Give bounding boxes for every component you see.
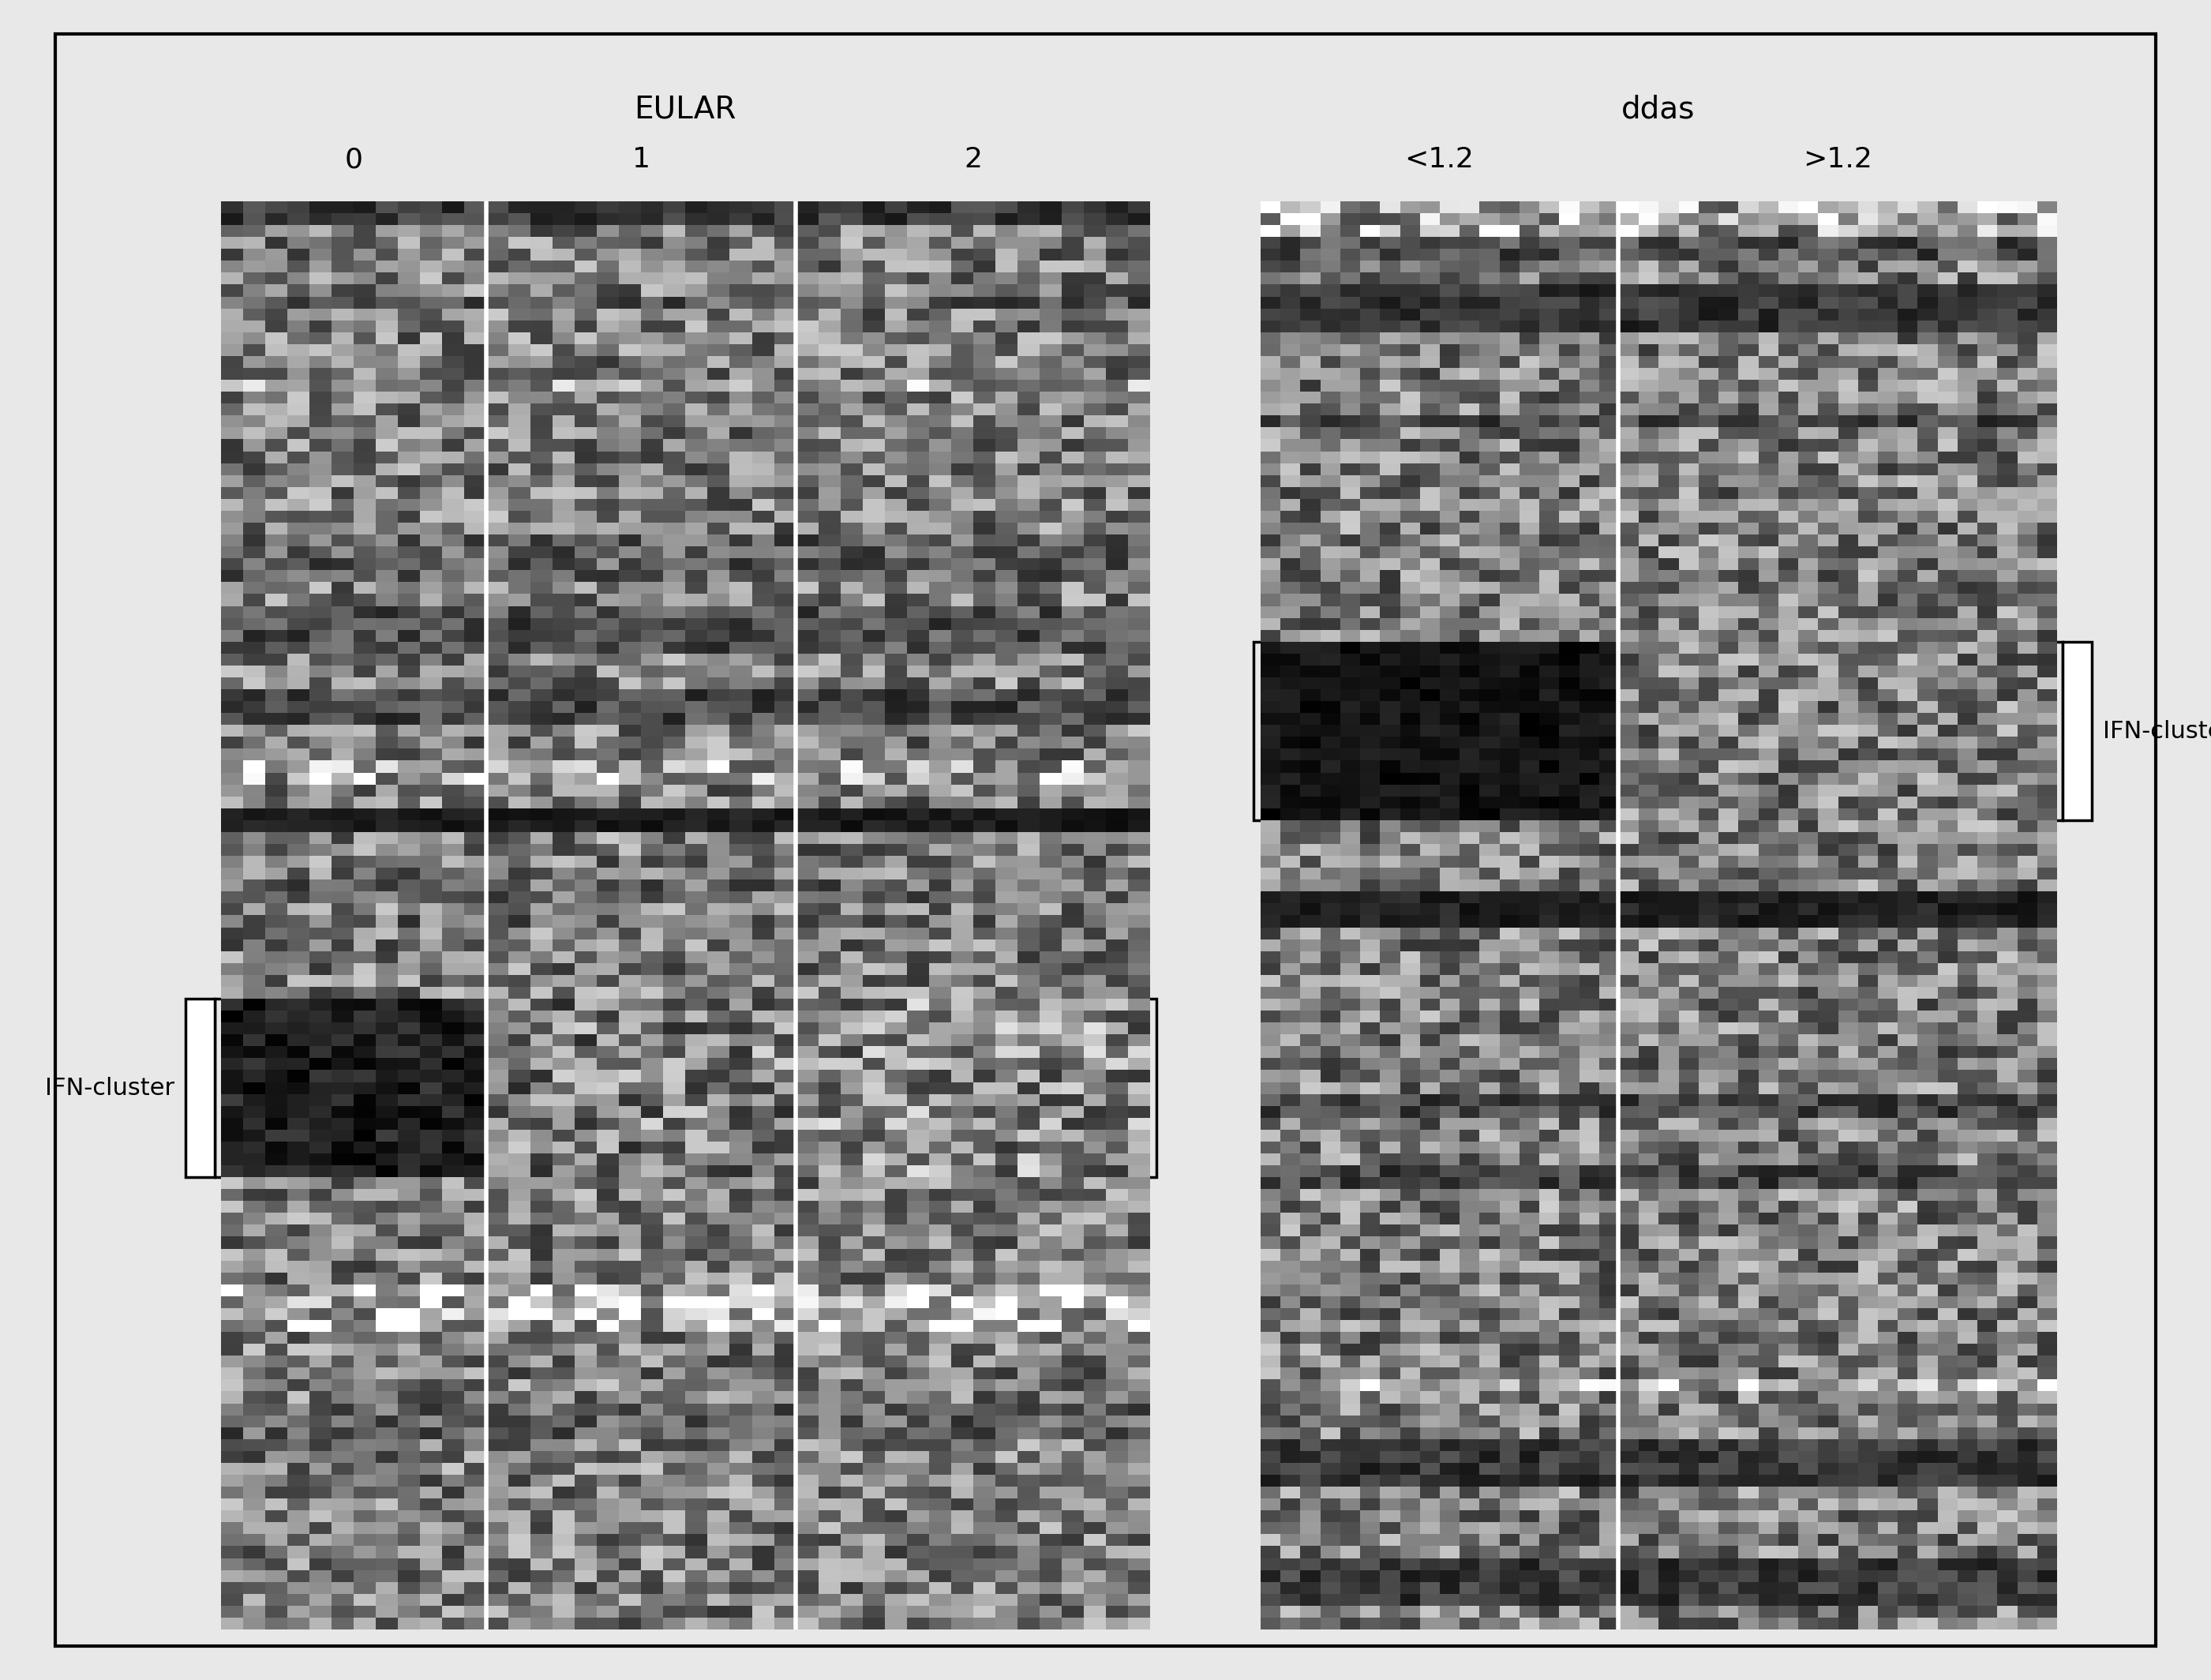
- Bar: [214, 1000, 1156, 1178]
- Text: 2: 2: [964, 146, 982, 173]
- Text: IFN-cluster: IFN-cluster: [44, 1077, 175, 1100]
- Text: EULAR: EULAR: [635, 94, 736, 124]
- Text: ddas: ddas: [1621, 94, 1696, 124]
- Text: >1.2: >1.2: [1802, 146, 1873, 173]
- Bar: [186, 1000, 214, 1178]
- Text: 1: 1: [632, 146, 650, 173]
- Bar: [1254, 642, 2063, 820]
- Text: 0: 0: [345, 146, 363, 173]
- Bar: [2063, 642, 2092, 820]
- Text: IFN-cluster: IFN-cluster: [2103, 719, 2211, 743]
- Text: <1.2: <1.2: [1404, 146, 1475, 173]
